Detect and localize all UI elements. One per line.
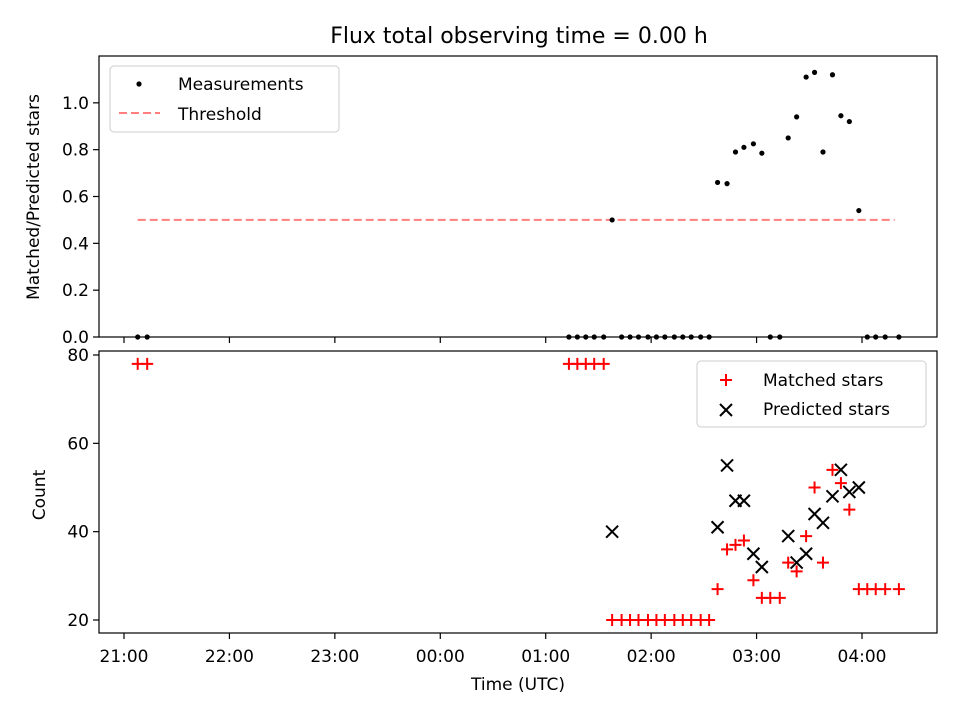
predicted-star-point — [781, 529, 795, 543]
ratio-plot-frame — [98, 55, 938, 338]
predicted-star-point — [799, 547, 813, 561]
matched-star-point — [773, 591, 786, 604]
matched-star-point — [597, 357, 610, 370]
predicted-star-point — [746, 547, 761, 561]
legend-predicted-marker — [719, 403, 733, 417]
measurement-point — [794, 114, 800, 120]
matched-star-point — [711, 583, 724, 596]
legend-matched-marker — [720, 374, 732, 386]
legend-matched-label: Matched stars — [763, 371, 883, 391]
x-tick-label: 03:00 — [732, 647, 781, 667]
legend-threshold-label: Threshold — [177, 105, 262, 125]
matched-star-point — [826, 463, 839, 476]
measurement-point — [829, 72, 836, 78]
predicted-star-point — [842, 485, 857, 499]
measurement-point — [741, 144, 747, 150]
measurement-point — [846, 118, 852, 125]
measurement-point — [759, 150, 765, 156]
chart-title: Flux total observing time = 0.00 h — [330, 24, 708, 49]
matched-star-point — [879, 583, 892, 596]
ratio-y-tick-label: 1.0 — [62, 94, 89, 114]
predicted-star-point — [816, 516, 830, 530]
predicted-star-point — [720, 458, 734, 473]
count-y-tick-label: 20 — [67, 611, 89, 631]
measurement-point — [838, 113, 844, 119]
x-tick-label: 23:00 — [310, 647, 359, 667]
count-y-axis-label: Count — [30, 469, 50, 520]
ratio-panel: 0.0 0.2 0.4 0.6 0.8 1.0 Matched/Predicted sta… — [24, 55, 938, 348]
x-axis-label: Time (UTC) — [470, 675, 565, 695]
ratio-y-tick-label: 0.0 — [62, 328, 89, 348]
matched-star-point — [729, 538, 742, 551]
matched-star-point — [747, 574, 760, 587]
matched-star-point — [800, 530, 813, 543]
x-tick-label: 01:00 — [521, 647, 570, 667]
x-tick-label: 02:00 — [627, 647, 676, 667]
legend-measurements-marker — [136, 81, 142, 87]
measurement-point — [803, 74, 809, 80]
matched-star-point — [721, 543, 734, 556]
matched-star-point — [816, 556, 829, 569]
ratio-y-tick-label: 0.2 — [62, 281, 89, 301]
legend-predicted-label: Predicted stars — [763, 400, 890, 420]
x-tick-label: 04:00 — [838, 647, 887, 667]
matched-star-point — [843, 503, 856, 516]
measurement-point — [714, 179, 721, 186]
ratio-y-tick-label: 0.4 — [62, 234, 89, 254]
count-y-tick-label: 80 — [67, 346, 89, 366]
predicted-star-point — [834, 463, 848, 477]
matched-star-point — [892, 583, 905, 596]
matched-star-point — [737, 534, 750, 547]
matched-star-point — [782, 556, 795, 569]
ratio-y-tick-label: 0.6 — [62, 188, 89, 208]
count-legend: Matched stars Predicted stars — [696, 360, 927, 428]
ratio-y-axis-label: Matched/Predicted stars — [24, 94, 44, 300]
measurement-point — [609, 217, 615, 223]
x-tick-label: 00:00 — [416, 647, 465, 667]
ratio-y-tick-label: 0.8 — [62, 141, 89, 161]
predicted-star-point — [737, 494, 751, 508]
measurement-point — [785, 135, 791, 141]
matched-star-point — [703, 614, 716, 626]
measurement-point — [732, 149, 739, 155]
measurement-point — [750, 141, 757, 147]
predicted-star-point — [605, 524, 619, 539]
ratio-legend: Measurements Threshold — [109, 65, 340, 133]
legend-measurements-label: Measurements — [178, 75, 304, 95]
matched-star-point — [141, 357, 154, 370]
predicted-star-point — [755, 560, 769, 574]
count-plot-frame — [98, 350, 938, 634]
count-y-tick-label: 60 — [67, 434, 89, 454]
measurement-point — [856, 207, 862, 214]
predicted-star-point — [825, 489, 840, 504]
count-panel: 20 40 60 80 21:00 22:00 23:00 00:00 01:00 02:00 03… — [30, 346, 938, 695]
predicted-star-point — [852, 480, 866, 495]
predicted-star-point — [710, 520, 725, 534]
matched-star-point — [808, 481, 821, 494]
matched-star-point — [790, 565, 803, 578]
measurement-point — [820, 149, 826, 155]
x-tick-label: 22:00 — [205, 647, 254, 667]
measurement-point — [724, 181, 730, 187]
count-y-tick-label: 40 — [67, 523, 89, 543]
matched-star-point — [834, 477, 847, 490]
x-tick-label: 21:00 — [100, 647, 149, 667]
measurement-point — [811, 69, 818, 75]
